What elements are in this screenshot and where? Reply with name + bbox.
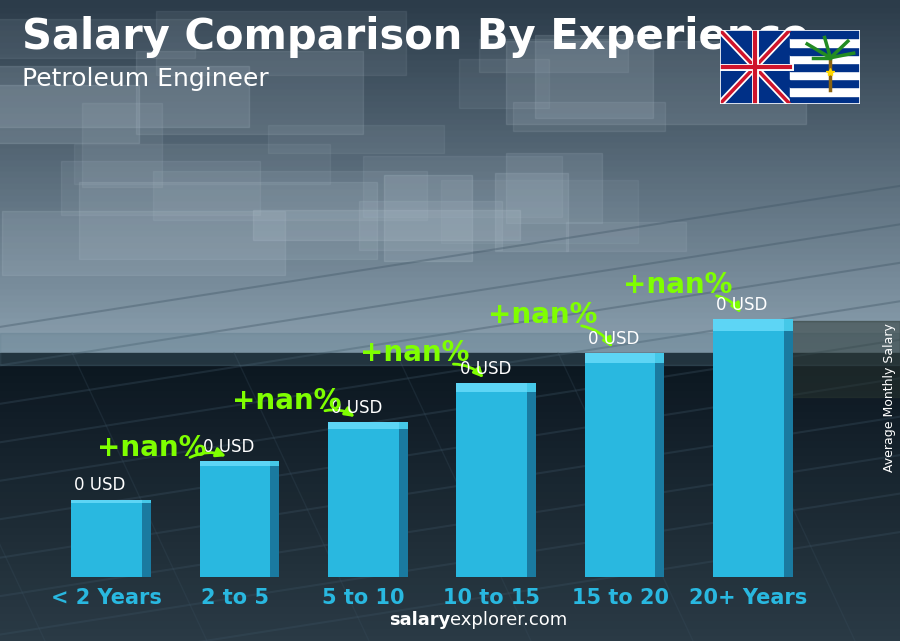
Text: Average Monthly Salary: Average Monthly Salary <box>883 323 896 472</box>
Text: salary: salary <box>389 612 450 629</box>
Polygon shape <box>328 422 399 429</box>
Polygon shape <box>655 353 664 363</box>
Bar <box>790 30 860 38</box>
Bar <box>790 63 860 71</box>
Polygon shape <box>784 319 793 331</box>
Bar <box>790 71 860 79</box>
Polygon shape <box>142 499 151 577</box>
Polygon shape <box>399 422 408 429</box>
Text: 0 USD: 0 USD <box>75 476 126 494</box>
Text: +nan%: +nan% <box>360 339 470 367</box>
Polygon shape <box>399 422 408 577</box>
Bar <box>790 79 860 87</box>
Bar <box>200 461 270 577</box>
Bar <box>328 422 399 577</box>
Polygon shape <box>270 461 279 466</box>
Text: +nan%: +nan% <box>623 271 733 299</box>
Bar <box>71 499 142 577</box>
Polygon shape <box>784 319 793 577</box>
Polygon shape <box>527 383 536 392</box>
Text: 0 USD: 0 USD <box>202 438 254 456</box>
Polygon shape <box>585 353 655 363</box>
Text: +nan%: +nan% <box>489 301 598 329</box>
Bar <box>456 383 527 577</box>
Text: explorer.com: explorer.com <box>450 612 567 629</box>
Polygon shape <box>270 461 279 577</box>
Polygon shape <box>655 353 664 577</box>
Polygon shape <box>200 461 270 466</box>
Text: +nan%: +nan% <box>97 434 206 462</box>
Bar <box>790 87 860 96</box>
Polygon shape <box>713 319 784 331</box>
Bar <box>790 96 860 104</box>
Text: 0 USD: 0 USD <box>331 399 382 417</box>
Text: 0 USD: 0 USD <box>716 296 768 314</box>
Text: Salary Comparison By Experience: Salary Comparison By Experience <box>22 16 810 58</box>
Text: Petroleum Engineer: Petroleum Engineer <box>22 67 269 91</box>
Bar <box>713 319 784 577</box>
Polygon shape <box>527 383 536 577</box>
Bar <box>585 353 655 577</box>
Bar <box>790 54 860 63</box>
Polygon shape <box>71 499 142 503</box>
Bar <box>790 47 860 54</box>
Polygon shape <box>456 383 527 392</box>
Text: +nan%: +nan% <box>231 387 341 415</box>
Text: 0 USD: 0 USD <box>460 360 511 378</box>
Polygon shape <box>142 499 151 503</box>
Text: 0 USD: 0 USD <box>588 330 639 348</box>
Bar <box>790 38 860 47</box>
